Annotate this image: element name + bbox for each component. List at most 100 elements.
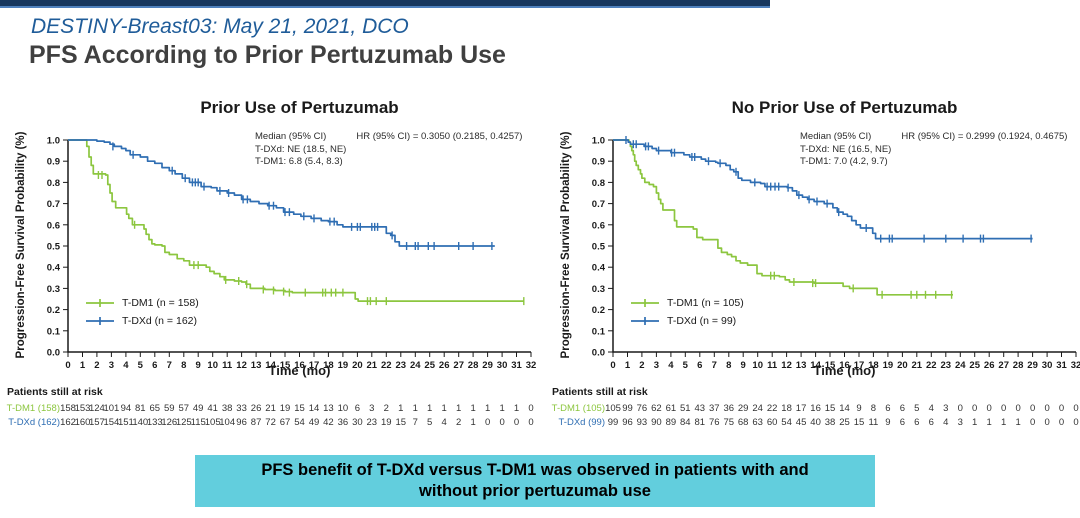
risk-count: 3 (369, 403, 375, 414)
risk-count: 29 (737, 403, 749, 414)
risk-count: 1 (484, 403, 491, 414)
y-tick-label: 0.0 (592, 348, 605, 359)
risk-count: 67 (279, 417, 291, 428)
risk-count: 151 (117, 417, 134, 428)
risk-count: 0 (499, 417, 505, 428)
x-tick-label: 21 (912, 360, 923, 371)
risk-count: 5 (914, 403, 920, 414)
risk-count: 1 (470, 403, 476, 414)
legend-label: T-DXd (n = 99) (667, 315, 737, 327)
risk-count: 75 (723, 417, 735, 428)
legend-label: T-DM1 (n = 158) (122, 297, 199, 309)
risk-count: 60 (766, 417, 778, 428)
risk-row-tdxd: T-DXd (162) 162 160 157 154 151 140 133 126 125 1… (0, 417, 540, 429)
y-tick-label: 1.0 (592, 136, 605, 147)
x-tick-label: 2 (94, 360, 99, 371)
x-tick-label: 32 (1071, 360, 1080, 371)
x-tick-label: 12 (236, 360, 247, 371)
y-tick-label: 1.0 (47, 136, 60, 147)
risk-count: 23 (366, 417, 378, 428)
risk-values: 162 160 157 154 151 140 133 126 125 115 105 104 96 87… (0, 417, 540, 429)
risk-count: 160 (74, 417, 91, 428)
risk-count: 1 (398, 403, 404, 414)
x-tick-label: 20 (897, 360, 908, 371)
x-tick-label: 26 (439, 360, 450, 371)
x-tick-label: 31 (1056, 360, 1067, 371)
x-tick-label: 0 (65, 360, 70, 371)
risk-count: 54 (294, 417, 305, 428)
risk-count: 38 (221, 403, 233, 414)
x-axis-label: Time (mo) (813, 363, 876, 378)
risk-values: 158 153 124 101 94 81 65 59 57 49 41 38 33 26 21 19 15 14… (0, 403, 540, 415)
risk-count: 37 (709, 403, 720, 414)
x-tick-label: 3 (654, 360, 659, 371)
x-tick-label: 29 (1027, 360, 1038, 371)
km-curve-tdm1 (613, 139, 953, 296)
risk-count: 3 (957, 417, 963, 428)
risk-count: 1 (972, 417, 978, 428)
risk-count: 76 (709, 417, 720, 428)
risk-count: 0 (1058, 417, 1065, 428)
risk-count: 96 (236, 417, 247, 428)
x-tick-label: 25 (424, 360, 435, 371)
tdm1-censor-line-icon (86, 299, 114, 307)
x-tick-label: 3 (109, 360, 114, 371)
risk-count: 51 (680, 403, 691, 414)
km-curve-tdm1 (68, 139, 524, 302)
risk-count: 1 (499, 403, 505, 414)
y-tick-label: 0.4 (47, 263, 61, 274)
x-tick-label: 10 (207, 360, 218, 371)
risk-count: 6 (885, 403, 891, 414)
risk-count: 1 (470, 417, 476, 428)
y-tick-label: 0.6 (592, 220, 605, 231)
risk-count: 15 (395, 417, 407, 428)
tdm1-median: T-DM1: 7.0 (4.2, 9.7) (800, 156, 888, 167)
risk-count: 93 (636, 417, 648, 428)
risk-count: 0 (957, 403, 963, 414)
km-curve-tdxd (613, 139, 1033, 240)
legend: T-DM1 (n = 158) T-DXd (n = 162) (85, 294, 199, 330)
x-tick-label: 4 (668, 360, 674, 371)
risk-count: 1 (1001, 417, 1007, 428)
x-tick-label: 8 (726, 360, 731, 371)
x-tick-label: 28 (1013, 360, 1024, 371)
x-tick-label: 16 (294, 360, 305, 371)
chart-title: Prior Use of Pertuzumab (200, 98, 399, 117)
x-tick-label: 21 (367, 360, 378, 371)
y-tick-label: 0.4 (592, 263, 606, 274)
hazard-ratio: HR (95% CI) = 0.3050 (0.2185, 0.4257) (356, 131, 523, 142)
km-curve-tdxd (68, 139, 495, 247)
x-tick-label: 24 (955, 360, 966, 371)
y-tick-label: 0.2 (47, 305, 60, 316)
tdxd-median: T-DXd: NE (16.5, NE) (800, 143, 892, 155)
km-chart-no-prior-pertuzumab: No Prior Use of Pertuzumab Progression-F… (545, 95, 1080, 440)
stats-block: Median (95% CI) T-DXd: NE (18.5, NE) T-D… (255, 131, 522, 169)
risk-count: 81 (694, 417, 706, 428)
risk-count: 1 (427, 403, 433, 414)
x-tick-label: 14 (265, 360, 276, 371)
risk-count: 1 (513, 403, 520, 414)
risk-count: 62 (651, 403, 662, 414)
x-tick-label: 23 (396, 360, 407, 371)
y-tick-label: 0.2 (592, 305, 605, 316)
risk-row-tdm1: T-DM1 (158) 158 153 124 101 94 81 65 59 57 49 41 38… (0, 403, 540, 415)
risk-count: 21 (265, 403, 276, 414)
risk-count: 16 (810, 403, 821, 414)
x-tick-label: 26 (984, 360, 995, 371)
risk-count: 18 (781, 403, 792, 414)
x-tick-label: 13 (796, 360, 807, 371)
risk-count: 4 (943, 417, 949, 428)
risk-count: 6 (354, 403, 361, 414)
legend-item-tdxd: T-DXd (n = 99) (630, 312, 744, 330)
x-tick-label: 14 (810, 360, 821, 371)
risk-values: 105 99 76 62 61 51 43 37 36 29 24 22 18 17 16 15 14 9 8 6 6 5… (545, 403, 1080, 415)
risk-count: 104 (219, 417, 236, 428)
risk-count: 0 (1044, 403, 1050, 414)
risk-count: 105 (204, 417, 221, 428)
risk-count: 90 (651, 417, 662, 428)
risk-count: 14 (839, 403, 850, 414)
risk-row-label: T-DM1 (105) (551, 403, 605, 414)
median-stats: Median (95% CI) T-DXd: NE (18.5, NE) T-D… (255, 131, 346, 169)
risk-count: 0 (1044, 417, 1050, 428)
x-tick-label: 15 (825, 360, 836, 371)
